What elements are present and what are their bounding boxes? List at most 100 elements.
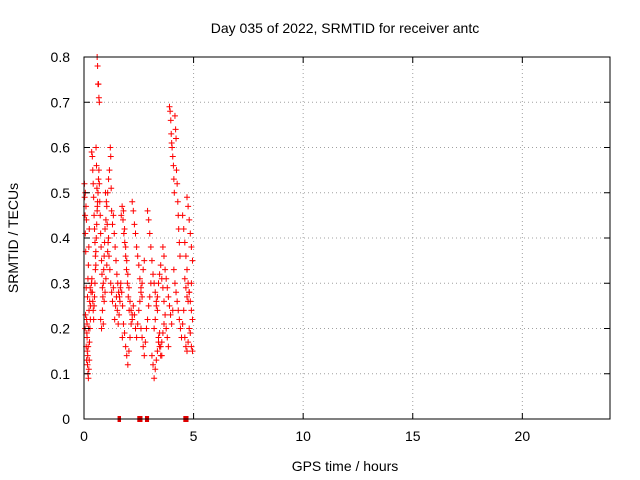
data-point [96, 180, 103, 187]
data-point [186, 289, 193, 296]
data-point [176, 239, 183, 246]
data-point [154, 293, 161, 300]
data-point [97, 230, 104, 237]
data-point [180, 225, 187, 232]
data-point [147, 244, 154, 251]
data-point [189, 316, 196, 323]
data-point [81, 194, 88, 201]
data-point [139, 293, 146, 300]
data-point [180, 307, 187, 314]
data-point [155, 334, 162, 341]
data-point [129, 198, 136, 205]
data-point [108, 289, 115, 296]
data-point [179, 212, 186, 219]
data-point [186, 216, 193, 223]
data-point [170, 266, 177, 273]
data-point [105, 253, 112, 260]
data-point [167, 311, 174, 318]
data-point [139, 280, 146, 287]
data-point [121, 330, 128, 337]
data-point [176, 253, 183, 260]
data-point [109, 298, 116, 305]
data-point [84, 320, 91, 327]
data-point [154, 307, 161, 314]
data-point [189, 257, 196, 264]
y-axis-label: SRMTID / TECUs [5, 183, 21, 293]
data-point [156, 343, 163, 350]
data-point [113, 271, 120, 278]
data-point [89, 167, 96, 174]
data-point [119, 334, 126, 341]
data-point [181, 334, 188, 341]
data-point [120, 320, 127, 327]
data-point [119, 302, 126, 309]
data-point [111, 316, 118, 323]
data-point [102, 275, 109, 282]
data-point [109, 221, 116, 228]
data-point [107, 280, 114, 287]
data-point [98, 244, 105, 251]
data-point [101, 298, 108, 305]
data-point [102, 225, 109, 232]
data-point [123, 257, 130, 264]
data-point [118, 212, 125, 219]
data-point [93, 144, 100, 151]
data-point [150, 271, 157, 278]
data-point [175, 225, 182, 232]
data-point [151, 325, 158, 332]
data-point [174, 198, 181, 205]
data-point [105, 176, 112, 183]
data-point [119, 203, 126, 210]
data-point [137, 289, 144, 296]
data-point [143, 325, 150, 332]
plot-frame [83, 56, 611, 420]
data-point [121, 225, 128, 232]
data-point [93, 162, 100, 169]
data-point [124, 280, 131, 287]
data-point [82, 311, 89, 318]
data-point [124, 361, 131, 368]
data-point [137, 325, 144, 332]
data-point [170, 162, 177, 169]
y-tick-labels: 0 0.1 0.2 0.3 0.4 0.5 0.6 0.7 0.8 [51, 49, 71, 427]
data-point [156, 271, 163, 278]
data-point [158, 339, 165, 346]
data-point [85, 375, 92, 382]
data-point [135, 262, 142, 269]
data-point [112, 302, 119, 309]
data-point [127, 298, 134, 305]
data-point [112, 257, 119, 264]
data-point [153, 357, 160, 364]
data-point [159, 244, 166, 251]
data-point [98, 325, 105, 332]
data-point [114, 307, 121, 314]
data-point [188, 343, 195, 350]
data-point [169, 153, 176, 160]
data-point [157, 262, 164, 269]
data-point [188, 244, 195, 251]
data-point [117, 280, 124, 287]
data-point [120, 207, 127, 214]
data-point [98, 257, 105, 264]
data-point [131, 221, 138, 228]
data-point [144, 316, 151, 323]
data-point [146, 293, 153, 300]
data-point [187, 330, 194, 337]
y-tick-label: 0.8 [51, 49, 71, 65]
data-point [89, 298, 96, 305]
data-point [146, 230, 153, 237]
y-tick-label: 0.6 [51, 140, 71, 156]
data-point [154, 348, 161, 355]
data-point [171, 112, 178, 119]
data-point [184, 293, 191, 300]
data-point [167, 117, 174, 124]
data-point [110, 284, 117, 291]
data-point [118, 289, 125, 296]
data-point [188, 280, 195, 287]
data-point [113, 293, 120, 300]
data-point [110, 212, 117, 219]
data-point [123, 352, 130, 359]
data-point [133, 334, 140, 341]
data-point [168, 130, 175, 137]
data-point [107, 144, 114, 151]
